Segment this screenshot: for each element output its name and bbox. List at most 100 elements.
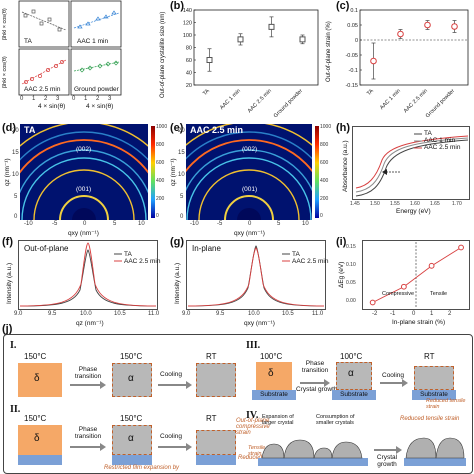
scheme-i-alpha-block <box>112 363 152 397</box>
scheme-iii-temp3: RT <box>424 352 435 361</box>
y-tick-label: 0.1 <box>350 8 358 14</box>
panel-i-xtick-m2: -2 <box>372 311 378 317</box>
panel-e-ylabel: qz (nm⁻¹) <box>170 158 177 186</box>
scheme-iv-note-reduced: Reduced tensile strain <box>400 416 460 422</box>
panel-i-ytick-015: 0.15 <box>346 244 356 250</box>
panel-e-ytick-10: 10 <box>178 172 185 178</box>
scheme-iii-alpha-block <box>336 362 372 390</box>
panel-i-ylabel: ΔEg (eV) <box>338 261 345 288</box>
panel-d-xtick-0: 0 <box>83 221 87 227</box>
scheme-iii-arrow1 <box>300 382 324 384</box>
scheme-i-temp2: 150°C <box>120 352 143 361</box>
panel-h-xtick-165: 1.65 <box>430 201 440 207</box>
panel-i-label: (i) <box>336 236 347 248</box>
panel-a-xtick-1: 1 <box>32 96 36 102</box>
scheme-iii-arrow1-label: Phase transition <box>301 360 329 374</box>
panel-a-title-ground: Ground powder <box>74 86 119 93</box>
panel-f-legend-aac25: AAC 2.5 min <box>124 258 161 265</box>
panel-a-xtick-2: 2 <box>44 96 48 102</box>
panel-a-xtick-b0: 0 <box>72 96 76 102</box>
panel-g-xlabel: qxy (nm⁻¹) <box>244 320 275 327</box>
scheme-iv-note-tensile: Tensile strain <box>248 445 266 457</box>
panel-c-chart: 0.1 0.05 0 -0.05 -0.1 -0.15 TA AAC 1 min AAC 2.5… <box>345 8 469 119</box>
panel-i-tensile: Tensile <box>430 291 448 297</box>
y-tick-label: 0 <box>355 38 358 44</box>
scheme-iii-arrow1b-label: Crystal growth <box>296 386 338 393</box>
data-point <box>451 23 458 30</box>
panel-i-ytick-005: 0.05 <box>346 280 356 286</box>
scheme-i-arrow2 <box>158 384 186 386</box>
panel-d-xtick-5: 5 <box>113 221 117 227</box>
y-tick-label: -0.05 <box>345 53 358 59</box>
panel-a-ylabel-2: βhkl × cos(θ) <box>2 56 8 88</box>
scheme-i-alpha: α <box>128 373 134 384</box>
data-point <box>299 36 306 43</box>
scheme-ii-temp2: 150°C <box>120 414 143 423</box>
scheme-iv-note-expansion: Expansion of larger crystal <box>262 414 294 426</box>
scheme-iii-substrate-1: Substrate <box>252 390 296 400</box>
scheme-iii-arrow2 <box>380 382 402 384</box>
scheme-ii-note-restricted: Restricted film expansion by <box>104 465 180 471</box>
panel-g-legend-aac25: AAC 2.5 min <box>292 258 329 265</box>
data-point <box>397 30 404 38</box>
panel-i-xlabel: In-plane strain (%) <box>392 319 446 326</box>
panel-f-title: Out-of-plane <box>24 244 69 253</box>
panel-e-cbar-400: 400 <box>320 178 329 184</box>
panel-d-ytick-10: 10 <box>12 172 19 178</box>
panel-f-xtick-105: 10.5 <box>114 311 126 317</box>
scheme-i-arrow2-label: Cooling <box>160 371 183 378</box>
panel-i-compressive: Compressive <box>382 291 415 297</box>
scheme-i-rt-inner <box>202 369 230 393</box>
panel-f-xtick-90: 9.0 <box>14 311 23 317</box>
panel-d-cbar-600: 600 <box>156 160 165 166</box>
panel-d-title: TA <box>24 125 36 135</box>
panel-h-xtick-160: 1.60 <box>410 201 420 207</box>
panel-f-profile <box>18 240 158 310</box>
panel-a-xtick-b3: 3 <box>108 96 112 102</box>
panel-g-title: In-plane <box>192 244 221 253</box>
panel-e-xtick-m10: -10 <box>190 221 199 227</box>
scheme-iii-delta: δ <box>268 368 274 379</box>
scheme-ii-temp3: RT <box>206 414 217 423</box>
panel-h-legend-aac25: AAC 2.5 min <box>424 144 461 151</box>
panel-b-ylabel: Out-of-plane crystallite size (nm) <box>160 11 166 98</box>
panel-g-xtick-110: 11.0 <box>312 311 324 317</box>
panel-b-chart: 20 40 60 80 100 120 140 TA AAC 1 min AAC 2.5 min G… <box>183 8 319 119</box>
panel-c-label: (c) <box>336 0 350 12</box>
y-tick-label: 100 <box>183 33 192 39</box>
data-point <box>424 21 431 29</box>
panel-d-xtick-m10: -10 <box>24 221 33 227</box>
x-tick-label: AAC 2.5 min <box>247 88 273 114</box>
scheme-iii-temp1: 100°C <box>260 352 283 361</box>
scheme-iii-temp2: 100°C <box>340 352 363 361</box>
panel-a-xlabel-2: 4 × sin(θ) <box>86 103 114 110</box>
x-tick-label: TA <box>202 88 211 97</box>
panel-g-xtick-100: 10.0 <box>248 311 260 317</box>
scheme-iv-arrow-label: Crystal growth <box>376 454 398 468</box>
scheme-ii-arrow1-head <box>100 443 106 451</box>
scheme-ii-note-outofplane: Out-of-plane compressive strain <box>236 418 270 436</box>
panel-e-giwaxs <box>186 124 312 220</box>
panel-e-cbar-200: 200 <box>320 196 329 202</box>
panel-c-ylabel: Out-of-plane strain (%) <box>326 21 332 82</box>
panel-a-title-ta: TA <box>24 38 32 45</box>
scheme-ii-rt-block <box>196 430 236 455</box>
data-point <box>458 244 464 251</box>
y-tick-label: 0.05 <box>347 23 358 29</box>
scheme-ii-substrate-1 <box>18 455 62 465</box>
panel-j-label: (j) <box>2 323 13 335</box>
panel-e-xtick-m5: -5 <box>217 221 223 227</box>
scheme-iv-arrow-head <box>396 446 402 454</box>
panel-g-ylabel: Intensity (a.u.) <box>174 262 181 304</box>
panel-a-grid <box>18 0 122 96</box>
plot-frame <box>359 9 469 86</box>
panel-g-label: (g) <box>170 236 185 248</box>
panel-a-xtick-3: 3 <box>56 96 60 102</box>
scheme-iv-arrow <box>374 449 396 451</box>
scheme-i-temp1: 150°C <box>24 352 47 361</box>
panel-g-xtick-105: 10.5 <box>282 311 294 317</box>
panel-a-title-aac25: AAC 2.5 min <box>24 86 61 93</box>
panel-e-ytick-20: 20 <box>178 128 185 134</box>
panel-f-ylabel: Intensity (a.u.) <box>6 262 13 304</box>
